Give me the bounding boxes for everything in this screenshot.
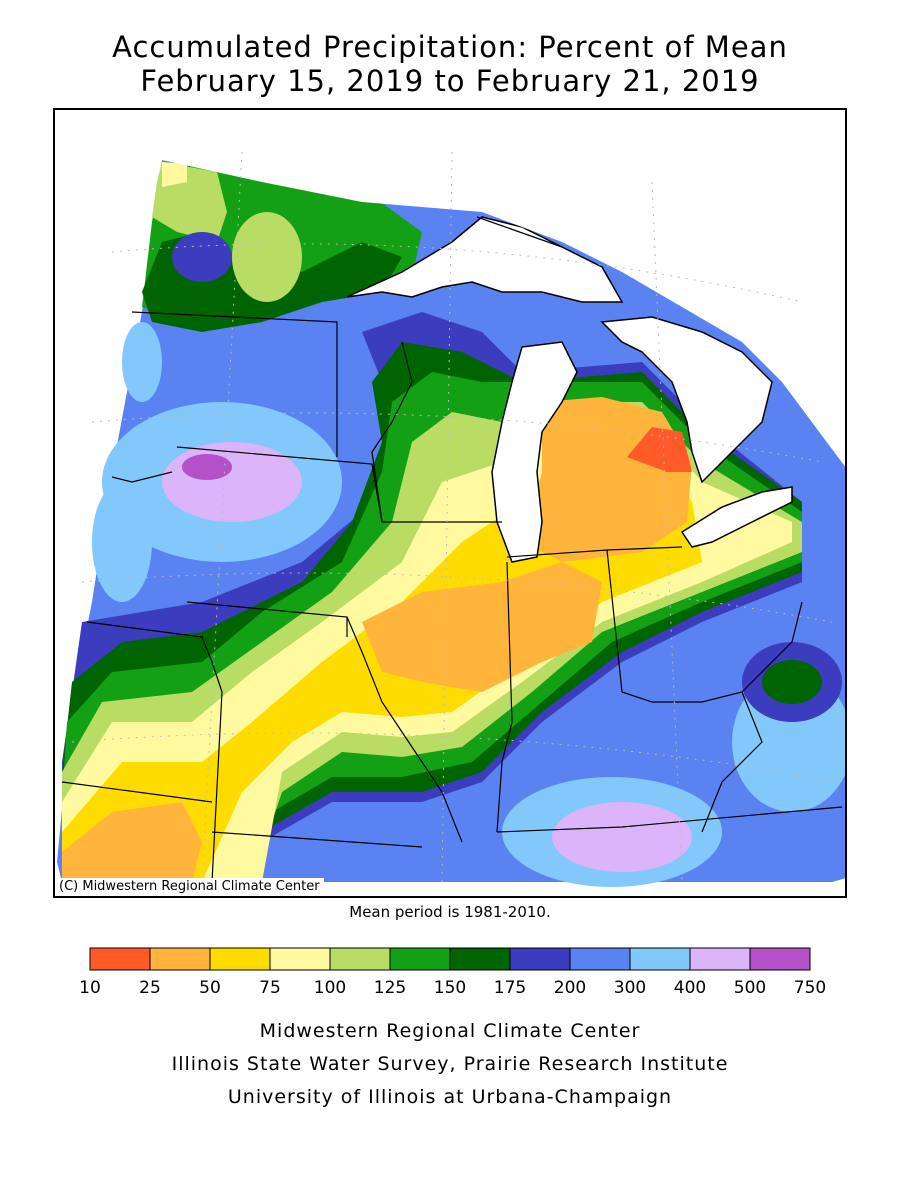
lake-superior (346, 216, 624, 303)
legend-label: 500 (734, 978, 766, 998)
map-title: Accumulated Precipitation: Percent of Me… (112, 30, 788, 64)
legend-swatch (209, 947, 271, 971)
map-date-range: February 15, 2019 to February 21, 2019 (140, 64, 760, 98)
zone-band-orange (62, 802, 202, 882)
lat-lon-grid (71, 151, 843, 883)
mean-period-note: Mean period is 1981-2010. (349, 903, 551, 921)
legend-label: 50 (199, 978, 221, 998)
legend-swatch (329, 947, 391, 971)
legend-label: 75 (259, 978, 281, 998)
legend-swatch (449, 947, 511, 971)
zone-il-orange (362, 562, 602, 692)
zone-e-darkgreen (762, 660, 822, 704)
legend-label: 100 (314, 978, 346, 998)
zone-nw-yellow (162, 162, 187, 187)
zone-w-purple (182, 454, 232, 480)
color-legend: 10 25 50 75 100 125 150 175 200 300 400 500 750 (79, 947, 826, 998)
legend-swatch (749, 947, 811, 971)
legend-label: 175 (494, 978, 526, 998)
zone-se-lavender (552, 802, 692, 872)
zone-nw-lightgreen-2 (232, 212, 302, 302)
legend-swatch (629, 947, 691, 971)
footer-survey: Illinois State Water Survey, Prairie Res… (171, 1053, 729, 1075)
legend-label: 10 (79, 978, 101, 998)
map-copyright: (C) Midwestern Regional Climate Center (55, 878, 324, 895)
legend-swatch (569, 947, 631, 971)
legend-label: 200 (554, 978, 586, 998)
lake-michigan (491, 341, 578, 563)
precipitation-map (53, 108, 847, 898)
legend-swatch (509, 947, 571, 971)
zone-nw-blue (172, 232, 232, 282)
zone-w-lavender (162, 442, 302, 522)
state-borders (61, 216, 843, 883)
legend-label: 400 (674, 978, 706, 998)
legend-swatch (149, 947, 211, 971)
zone-w-lightblue-2 (122, 322, 162, 402)
legend-label: 300 (614, 978, 646, 998)
legend-label: 125 (374, 978, 406, 998)
legend-swatch (389, 947, 451, 971)
lake-huron (600, 316, 773, 484)
map-canvas (57, 110, 845, 887)
canada-north (162, 110, 845, 467)
zone-w-lightblue-3 (92, 482, 152, 602)
footer-university: University of Illinois at Urbana-Champai… (227, 1086, 673, 1108)
lake-erie (680, 486, 793, 548)
footer-org: Midwestern Regional Climate Center (259, 1020, 641, 1042)
legend-label: 750 (794, 978, 826, 998)
legend-label: 150 (434, 978, 466, 998)
legend-swatch (689, 947, 751, 971)
legend-swatch (89, 947, 151, 971)
legend-label: 25 (139, 978, 161, 998)
legend-swatch (269, 947, 331, 971)
